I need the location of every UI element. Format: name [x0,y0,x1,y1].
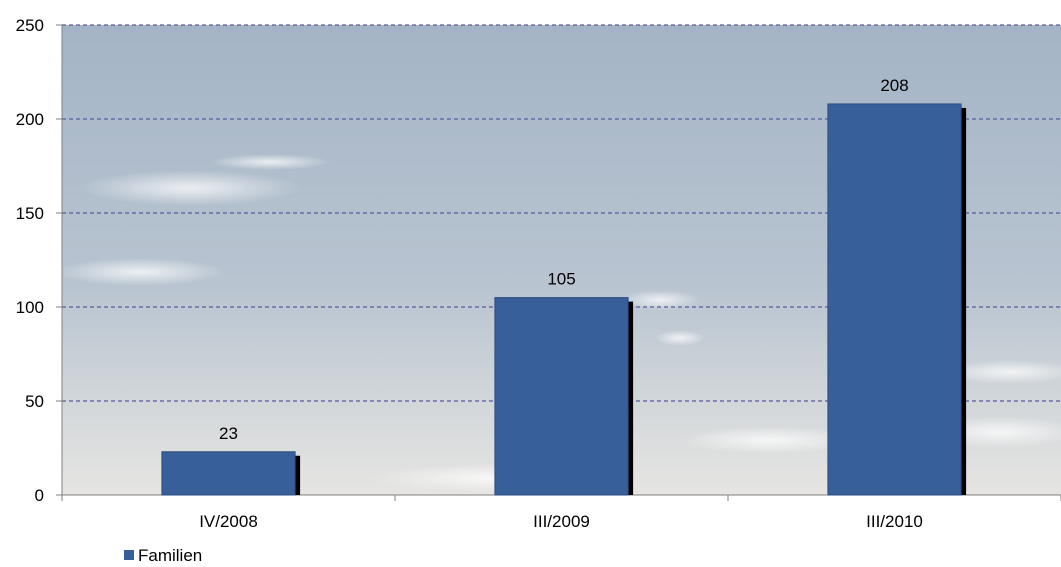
data-label: 208 [880,76,908,95]
bar-iii-2009 [495,298,628,495]
y-tick-label: 0 [35,486,44,505]
bar-iii-2010 [828,104,961,495]
x-tick-label: IV/2008 [199,512,258,531]
cloud-shape [80,170,300,206]
legend-label-familien: Familien [138,546,202,562]
y-tick-label: 100 [16,298,44,317]
legend-swatch [124,550,134,560]
data-label: 105 [547,270,575,289]
y-tick-label: 200 [16,110,44,129]
bar-iv-2008 [162,452,295,495]
y-tick-label: 50 [25,392,44,411]
y-tick-label: 250 [16,16,44,35]
legend: Familien [124,546,202,562]
x-tick-label: III/2009 [533,512,590,531]
cloud-shape [655,330,705,346]
y-tick-labels: 0 50 100 150 200 250 [16,16,44,505]
x-tick-labels: IV/2008 III/2009 III/2010 [199,512,923,531]
cloud-shape [55,258,225,286]
data-label: 23 [219,424,238,443]
x-tick-label: III/2010 [866,512,923,531]
cloud-shape [210,154,330,170]
y-tick-label: 150 [16,204,44,223]
